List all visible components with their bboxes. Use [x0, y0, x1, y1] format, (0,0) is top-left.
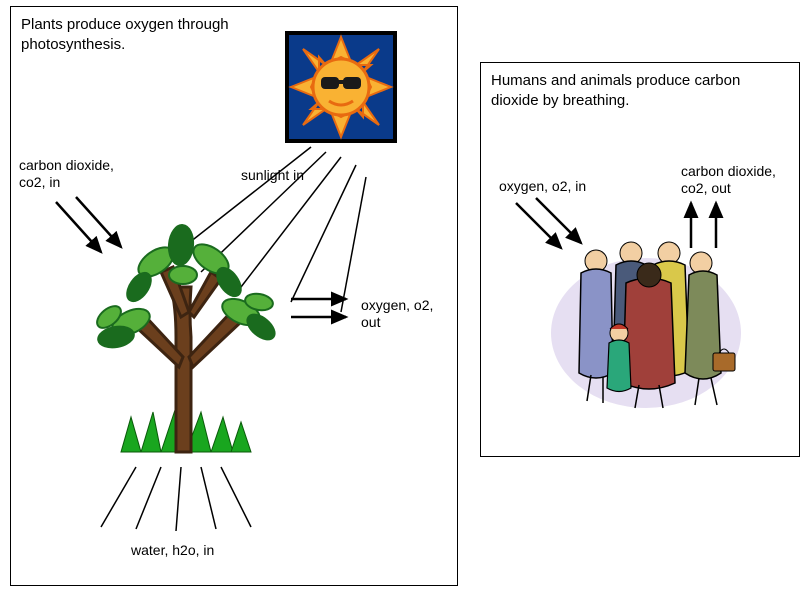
label-right-co2-out: carbon dioxide, co2, out [681, 163, 776, 197]
label-water-in: water, h2o, in [131, 542, 214, 559]
photosynthesis-panel: Plants produce oxygen through photosynth… [10, 6, 458, 586]
plant-icon [61, 217, 321, 467]
left-title: Plants produce oxygen through photosynth… [21, 15, 271, 54]
people-group-icon [541, 223, 751, 413]
right-title: Humans and animals produce carbon dioxid… [491, 71, 781, 110]
label-co2-in: carbon dioxide, co2, in [19, 157, 114, 191]
respiration-panel: Humans and animals produce carbon dioxid… [480, 62, 800, 457]
label-right-oxygen-in: oxygen, o2, in [499, 178, 586, 195]
water-rays [81, 457, 281, 537]
